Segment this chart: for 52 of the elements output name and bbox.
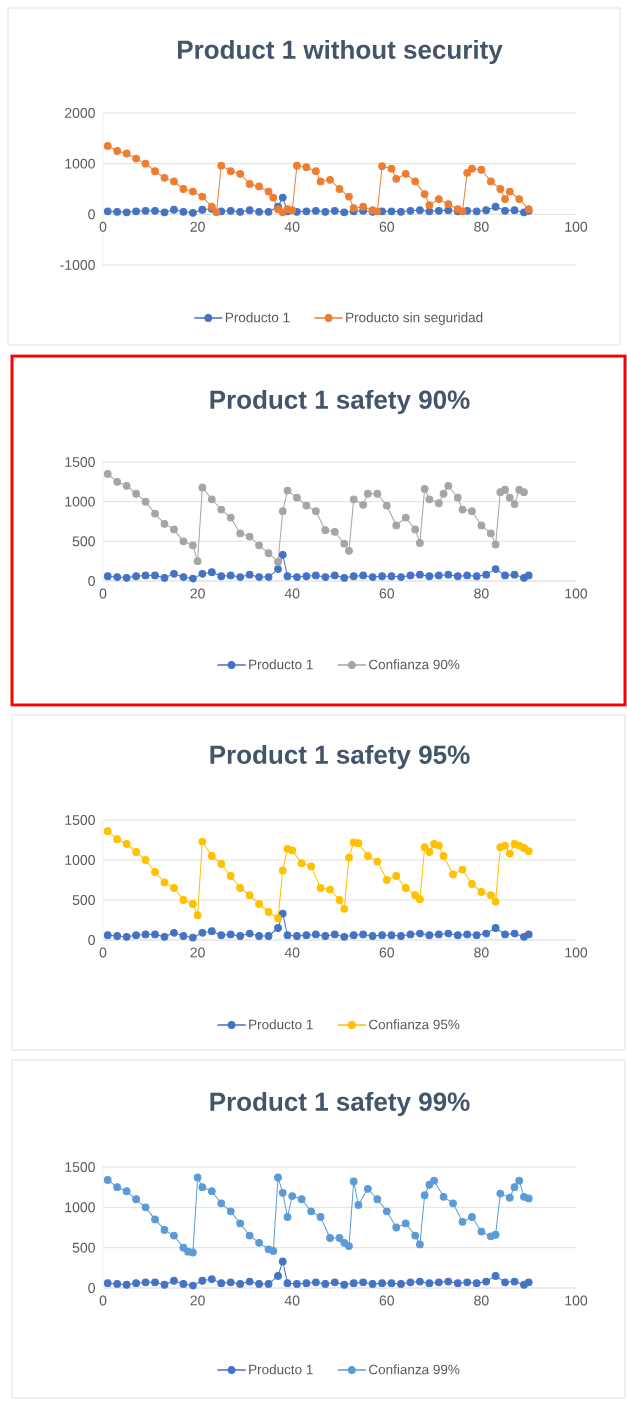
x-tick-label: 80 xyxy=(474,1295,489,1306)
x-tick-label: 60 xyxy=(379,588,395,599)
x-tick-label: 0 xyxy=(99,588,107,599)
chart-title: Product 1 safety 90% xyxy=(210,389,470,415)
y-tick-label: 0 xyxy=(88,935,95,945)
x-tick-label: 60 xyxy=(379,947,395,958)
y-tick-label: 1000 xyxy=(65,855,95,865)
y-tick-label: 500 xyxy=(72,536,95,547)
chart-title: Product 1 without security xyxy=(178,39,503,65)
x-tick-label: 0 xyxy=(99,1295,107,1306)
x-tick-label: 80 xyxy=(474,947,489,958)
x-tick-label: 20 xyxy=(190,947,205,958)
x-tick-label: 40 xyxy=(284,221,300,232)
y-tick-label: 1500 xyxy=(65,815,95,825)
y-tick-label: 500 xyxy=(72,1242,95,1253)
x-tick-label: 100 xyxy=(565,1295,588,1306)
legend-label: Producto 1 xyxy=(225,312,290,323)
y-tick-label: 0 xyxy=(88,1283,95,1293)
y-tick-label: 0 xyxy=(88,209,95,220)
x-tick-label: 100 xyxy=(565,221,588,232)
x-tick-label: 100 xyxy=(565,588,588,599)
x-tick-label: 80 xyxy=(474,221,489,232)
y-tick-label: 1000 xyxy=(65,1202,95,1213)
x-tick-label: 20 xyxy=(190,1295,205,1306)
y-tick-label: 1500 xyxy=(65,1162,95,1172)
x-tick-label: 40 xyxy=(284,588,300,599)
legend-label: Producto sin seguridad xyxy=(346,312,483,325)
y-tick-label: 1000 xyxy=(65,496,95,507)
legend-label: Producto 1 xyxy=(249,659,313,670)
chart-title: Product 1 safety 95% xyxy=(210,744,470,770)
x-tick-label: 40 xyxy=(284,947,300,958)
x-tick-label: 100 xyxy=(565,947,588,958)
y-tick-label: 500 xyxy=(72,895,95,905)
x-tick-label: 0 xyxy=(99,947,107,958)
legend-label: Producto 1 xyxy=(249,1364,313,1375)
x-tick-label: 40 xyxy=(284,1295,300,1306)
x-tick-label: 60 xyxy=(379,221,395,232)
y-tick-label: 1500 xyxy=(65,457,95,467)
x-tick-label: 20 xyxy=(190,588,205,599)
legend-label: Producto 1 xyxy=(249,1019,313,1030)
y-tick-label: -1000 xyxy=(60,260,95,270)
x-tick-label: 80 xyxy=(474,588,489,599)
y-tick-label: 0 xyxy=(88,576,95,586)
y-tick-label: 1000 xyxy=(65,158,95,169)
legend-label: Confianza 90% xyxy=(369,659,460,670)
x-tick-label: 60 xyxy=(379,1295,395,1306)
legend-label: Confianza 95% xyxy=(369,1019,460,1030)
x-tick-label: 20 xyxy=(190,221,205,232)
chart-title: Product 1 safety 99% xyxy=(210,1091,470,1117)
legend-label: Confianza 99% xyxy=(369,1364,460,1375)
y-tick-label: 2000 xyxy=(65,108,95,118)
x-tick-label: 0 xyxy=(99,221,107,232)
